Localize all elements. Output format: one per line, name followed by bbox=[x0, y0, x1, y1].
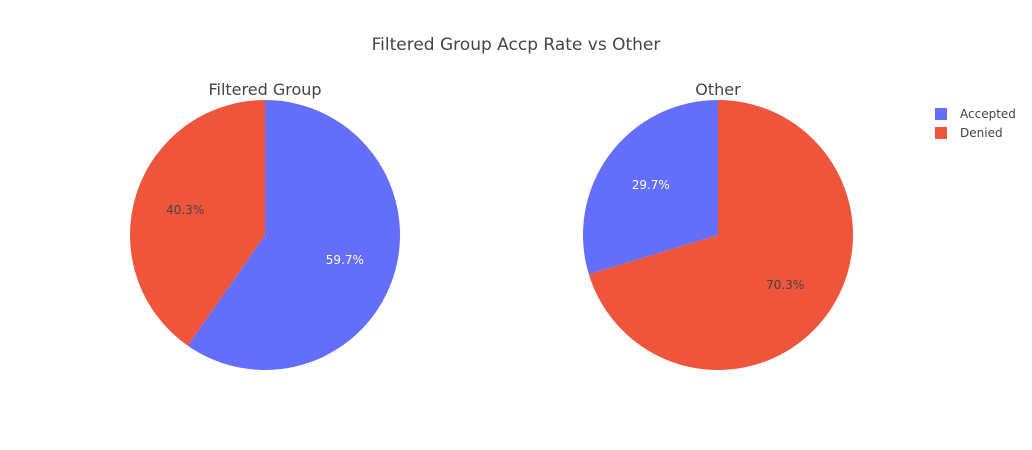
legend: Accepted Denied bbox=[935, 107, 1016, 140]
slice-label-denied: 40.3% bbox=[166, 203, 204, 217]
legend-label-accepted: Accepted bbox=[960, 107, 1016, 121]
pie-slices-filtered-group: 59.7% 40.3% bbox=[130, 100, 400, 370]
pie-slices-other: 70.3% 29.7% bbox=[583, 100, 853, 370]
legend-swatch-accepted bbox=[935, 108, 947, 120]
pie-slice-accepted[interactable] bbox=[187, 100, 400, 370]
legend-label-denied: Denied bbox=[960, 126, 1003, 140]
pie-title-other: Other bbox=[695, 80, 741, 99]
pie-slice-accepted[interactable] bbox=[583, 100, 718, 275]
legend-item-accepted[interactable]: Accepted bbox=[935, 107, 1016, 121]
slice-label-accepted: 59.7% bbox=[326, 253, 364, 267]
legend-item-denied[interactable]: Denied bbox=[935, 126, 1003, 140]
pie-filtered-group: Filtered Group 59.7% 40.3% bbox=[130, 80, 400, 370]
pie-other: Other 70.3% 29.7% bbox=[583, 80, 853, 370]
chart-title: Filtered Group Accp Rate vs Other bbox=[372, 35, 661, 55]
slice-label-accepted: 29.7% bbox=[632, 178, 670, 192]
legend-swatch-denied bbox=[935, 127, 947, 139]
pie-slice-denied[interactable] bbox=[130, 100, 265, 346]
pie-title-filtered-group: Filtered Group bbox=[208, 80, 321, 99]
slice-label-denied: 70.3% bbox=[766, 278, 804, 292]
pie-slice-denied[interactable] bbox=[588, 100, 853, 370]
